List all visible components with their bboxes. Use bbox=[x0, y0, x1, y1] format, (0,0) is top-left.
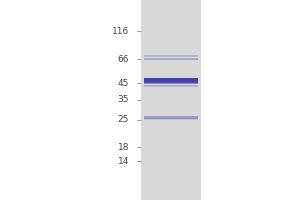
Text: 66: 66 bbox=[118, 54, 129, 64]
Text: 45: 45 bbox=[118, 78, 129, 88]
Text: 25: 25 bbox=[118, 116, 129, 124]
Text: 116: 116 bbox=[112, 26, 129, 36]
Text: 18: 18 bbox=[118, 142, 129, 152]
Bar bbox=[144, 55, 198, 57]
Bar bbox=[144, 77, 198, 82]
Text: 35: 35 bbox=[118, 96, 129, 104]
Bar bbox=[144, 85, 198, 87]
Bar bbox=[144, 58, 198, 60]
Bar bbox=[144, 118, 198, 120]
Bar bbox=[144, 116, 198, 118]
Text: 14: 14 bbox=[118, 156, 129, 166]
Bar bbox=[144, 82, 198, 84]
Bar bbox=[141, 0, 201, 200]
